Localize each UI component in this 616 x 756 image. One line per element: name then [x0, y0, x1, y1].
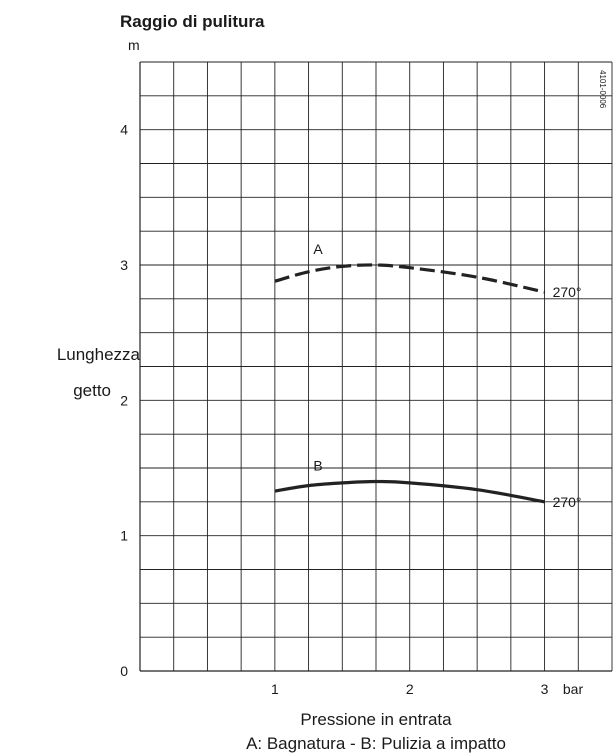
y-axis-label-line1: Lunghezza: [57, 345, 141, 364]
x-tick-label: 2: [406, 681, 414, 697]
y-axis-label-line2: getto: [73, 381, 111, 400]
x-tick-labels: 1 2 3: [271, 681, 549, 697]
series-end-label-b: 270°: [553, 494, 582, 510]
x-tick-label: 1: [271, 681, 279, 697]
legend-text: A: Bagnatura - B: Pulizia a impatto: [246, 734, 506, 753]
y-tick-label: 3: [120, 257, 128, 273]
series-layer: A 270° B 270°: [274, 241, 582, 510]
series-label-b: B: [313, 458, 322, 474]
y-tick-label: 2: [120, 392, 128, 408]
y-tick-labels: 0 1 2 3 4: [120, 122, 128, 679]
x-axis-label: Pressione in entrata: [300, 710, 452, 729]
series-line-b: [274, 479, 545, 504]
y-tick-label: 4: [120, 122, 128, 138]
series-label-a: A: [313, 241, 323, 257]
series-line-a: [274, 263, 545, 294]
series-end-label-a: 270°: [553, 284, 582, 300]
x-unit-label: bar: [563, 681, 584, 697]
grid: [139, 61, 613, 672]
chart-title: Raggio di pulitura: [120, 12, 265, 31]
y-unit-label: m: [128, 37, 140, 53]
x-tick-label: 3: [541, 681, 549, 697]
y-tick-label: 0: [120, 663, 128, 679]
y-tick-label: 1: [120, 528, 128, 544]
figure-code: 4101-0006: [598, 70, 607, 109]
